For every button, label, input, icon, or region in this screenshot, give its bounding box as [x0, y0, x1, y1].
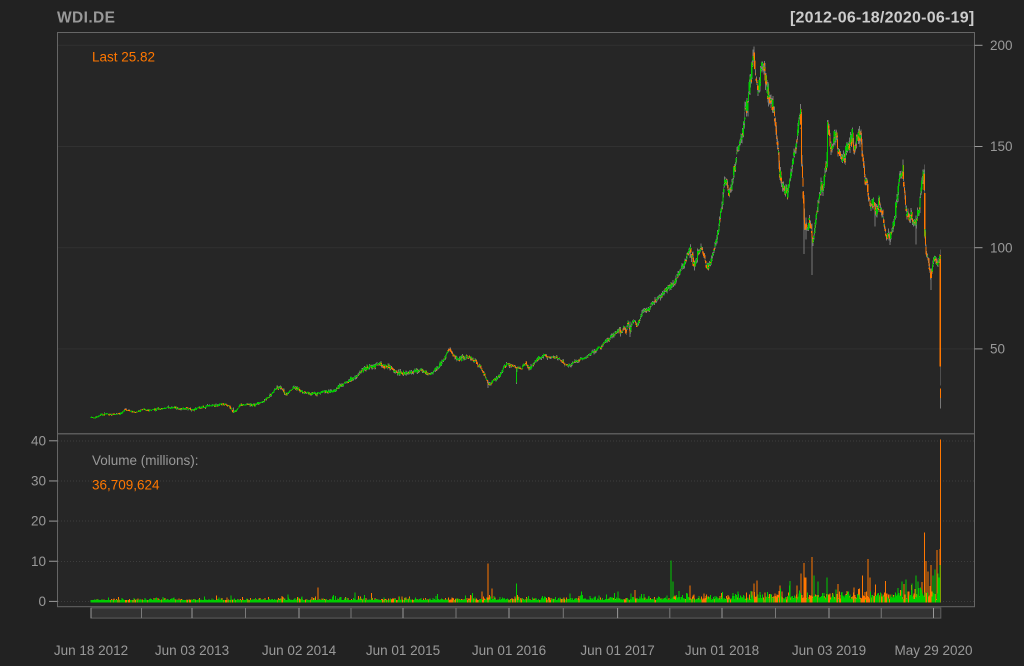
svg-text:May 29 2020: May 29 2020: [894, 643, 972, 658]
svg-text:10: 10: [31, 554, 46, 569]
svg-text:Jun 01 2016: Jun 01 2016: [472, 643, 546, 658]
svg-text:200: 200: [990, 38, 1013, 53]
svg-text:20: 20: [31, 514, 46, 529]
svg-text:30: 30: [31, 474, 46, 489]
svg-text:40: 40: [31, 433, 46, 448]
svg-text:0: 0: [38, 594, 46, 609]
svg-text:[2012-06-18/2020-06-19]: [2012-06-18/2020-06-19]: [790, 10, 975, 27]
svg-text:50: 50: [990, 342, 1005, 357]
svg-text:Jun 01 2015: Jun 01 2015: [366, 643, 440, 658]
svg-text:100: 100: [990, 240, 1013, 255]
svg-text:Jun 01 2018: Jun 01 2018: [685, 643, 759, 658]
svg-text:WDI.DE: WDI.DE: [57, 10, 115, 27]
svg-text:Jun 03 2013: Jun 03 2013: [155, 643, 229, 658]
svg-text:Jun 03 2019: Jun 03 2019: [792, 643, 866, 658]
svg-text:36,709,624: 36,709,624: [92, 478, 160, 493]
svg-text:150: 150: [990, 139, 1013, 154]
svg-text:Last 25.82: Last 25.82: [92, 50, 155, 65]
svg-text:Jun 01 2017: Jun 01 2017: [580, 643, 654, 658]
svg-text:Jun 02 2014: Jun 02 2014: [262, 643, 337, 658]
svg-text:Volume (millions):: Volume (millions):: [92, 453, 199, 468]
svg-text:Jun 18 2012: Jun 18 2012: [54, 643, 128, 658]
